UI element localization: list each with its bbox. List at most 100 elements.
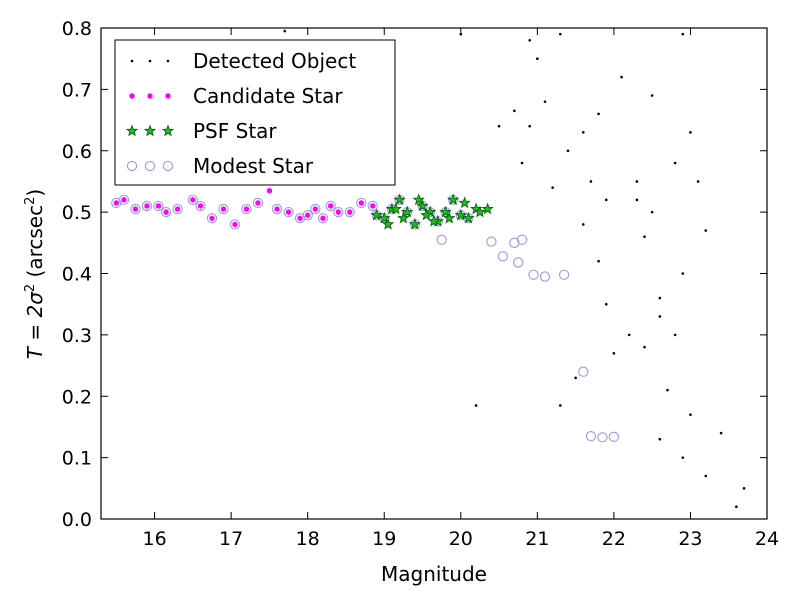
y-axis-label-unit-open: (arcsec xyxy=(23,205,47,284)
detected-point xyxy=(658,437,662,441)
detected-point xyxy=(627,333,631,337)
detected-point xyxy=(643,235,646,238)
modest-star-point xyxy=(317,213,329,224)
modest-star-point xyxy=(187,194,199,205)
detected-point xyxy=(604,198,608,202)
x-tick-label: 20 xyxy=(449,528,473,550)
psf-star-point xyxy=(389,202,402,215)
detected-point xyxy=(574,376,577,380)
legend-marker-candidate xyxy=(129,93,171,99)
legend-swatch xyxy=(166,59,170,63)
modest-star-point xyxy=(513,257,524,268)
detected-point xyxy=(658,315,662,318)
candidate-star-point xyxy=(305,212,311,219)
legend: Detected Object Candidate Star PSF Star … xyxy=(114,39,396,186)
candidate-star-point xyxy=(243,206,249,213)
candidate-star-point xyxy=(155,203,161,209)
candidate-star-point xyxy=(209,215,215,222)
legend-label-modest: Modest Star xyxy=(193,154,314,178)
detected-point xyxy=(559,404,562,407)
x-tick-label: 16 xyxy=(142,528,166,550)
modest-star-point xyxy=(497,251,509,262)
modest-star-point xyxy=(229,219,241,230)
detected-point xyxy=(689,413,692,416)
y-tick-label: 0.7 xyxy=(62,79,92,101)
candidate-star-point xyxy=(220,206,227,213)
x-tick-label: 21 xyxy=(525,528,549,550)
candidate-star-series xyxy=(113,187,376,228)
y-axis-label-unit-sup: 2 xyxy=(23,197,38,205)
detected-point xyxy=(681,456,685,459)
y-tick-label: 0.8 xyxy=(62,18,92,40)
detected-point xyxy=(283,29,287,33)
detected-point xyxy=(681,32,685,36)
modest-star-point xyxy=(302,210,313,221)
detected-point xyxy=(528,38,531,42)
detected-point xyxy=(543,100,547,103)
psf-star-point xyxy=(393,193,406,206)
candidate-star-point xyxy=(113,199,119,206)
candidate-star-point xyxy=(175,206,181,213)
modest-star-series xyxy=(111,194,620,443)
detected-point xyxy=(612,351,616,355)
x-tick-label: 22 xyxy=(602,528,626,550)
detected-point xyxy=(597,112,600,116)
candidate-star-point xyxy=(320,215,326,222)
psf-star-point xyxy=(446,193,460,206)
modest-star-point xyxy=(153,200,164,212)
detected-object-series xyxy=(283,29,746,509)
legend-swatch xyxy=(125,124,139,137)
legend-marker-modest xyxy=(126,160,174,172)
candidate-star-point xyxy=(197,203,204,209)
modest-star-point xyxy=(172,203,183,215)
legend-swatch xyxy=(162,160,174,172)
x-tick-label: 17 xyxy=(219,528,243,550)
psf-star-point xyxy=(443,211,456,224)
psf-star-point xyxy=(381,217,395,230)
legend-swatch xyxy=(148,59,152,63)
x-tick-label: 19 xyxy=(372,528,396,550)
candidate-star-point xyxy=(312,206,318,213)
detected-point xyxy=(643,345,646,349)
psf-star-point xyxy=(481,202,494,215)
detected-point xyxy=(650,94,654,97)
legend-box xyxy=(114,39,396,186)
detected-point xyxy=(589,180,593,183)
psf-star-point xyxy=(439,205,452,218)
modest-star-point xyxy=(195,200,206,212)
candidate-star-point xyxy=(335,209,341,216)
detected-point xyxy=(704,474,708,478)
detected-point xyxy=(566,149,570,153)
legend-marker-psf xyxy=(125,124,175,137)
modest-star-point xyxy=(310,203,321,215)
modest-star-point xyxy=(356,197,367,209)
legend-swatch xyxy=(147,93,153,99)
modest-star-point xyxy=(608,431,620,442)
detected-point xyxy=(536,57,539,60)
axis-ticks: 16 17 18 19 20 21 22 23 24 0.0 0.1 0.2 0.3 0.4 0.5 0.6 0… xyxy=(62,18,779,550)
legend-swatch xyxy=(143,124,157,137)
modest-star-point xyxy=(325,200,336,212)
y-tick-label: 0.5 xyxy=(62,202,92,224)
y-tick-label: 0.2 xyxy=(62,386,92,408)
detected-point xyxy=(513,109,516,113)
detected-point xyxy=(696,180,700,183)
detected-point xyxy=(474,404,478,407)
modest-star-point xyxy=(283,206,294,218)
y-tick-label: 0.1 xyxy=(62,448,92,470)
candidate-star-point xyxy=(347,209,353,216)
modest-star-point xyxy=(241,203,252,215)
psf-star-point xyxy=(378,211,391,224)
x-tick-label: 24 xyxy=(755,528,779,550)
detected-point xyxy=(666,388,669,392)
detected-point xyxy=(620,75,623,79)
detected-point xyxy=(719,431,723,435)
detected-point xyxy=(689,131,692,134)
detected-point xyxy=(673,161,677,165)
candidate-star-point xyxy=(190,196,196,203)
detected-point xyxy=(528,124,531,128)
modest-star-point xyxy=(558,269,570,280)
detected-point xyxy=(497,124,501,128)
candidate-star-point xyxy=(358,199,364,206)
legend-swatch xyxy=(126,160,138,172)
